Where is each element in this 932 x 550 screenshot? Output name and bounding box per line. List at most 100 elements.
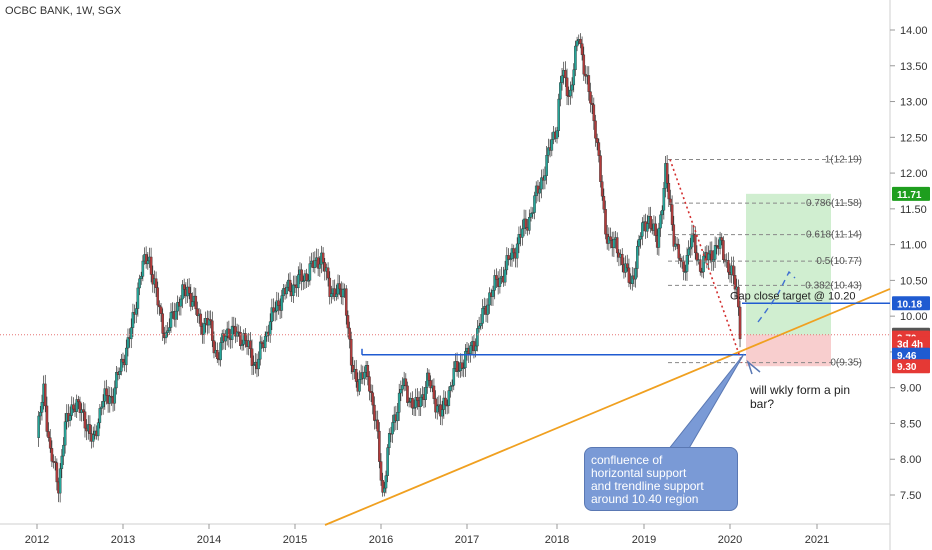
price-tag-bg	[892, 347, 930, 362]
candle-body	[702, 255, 705, 273]
candle-body	[43, 383, 47, 407]
candle-body	[373, 404, 376, 421]
candle-body	[515, 243, 519, 259]
candle-body	[37, 415, 40, 438]
candle-body	[569, 89, 572, 97]
candle-body	[667, 182, 671, 200]
candle-body	[491, 290, 495, 297]
price-tag: 10.18	[892, 296, 930, 311]
candle-body	[599, 155, 602, 182]
candle-body	[333, 288, 336, 297]
candle-body	[412, 407, 416, 409]
candle-body	[344, 288, 348, 316]
candle-body	[444, 397, 447, 406]
candle-body	[158, 304, 161, 308]
price-tag-bg	[892, 359, 930, 374]
y-tick-label: 13.00	[900, 97, 928, 109]
callout-line: around 10.40 region	[591, 492, 699, 506]
candle-body	[524, 218, 528, 228]
candle-body	[209, 319, 212, 322]
candle-body	[326, 267, 330, 279]
candle-body	[174, 310, 178, 320]
y-tick-label: 11.50	[900, 204, 927, 216]
fib-level-label: 0(9.35)	[830, 358, 862, 369]
pin-bar-annotation-line: bar?	[750, 397, 774, 411]
candle-body	[207, 319, 211, 326]
candle-body	[615, 237, 619, 254]
candle-body	[212, 340, 216, 354]
candle-body	[474, 345, 477, 352]
x-tick-label: 2015	[283, 534, 307, 546]
candle-body	[53, 461, 57, 463]
candle-body	[202, 323, 206, 335]
candle-body	[565, 77, 569, 96]
candle-body	[627, 267, 631, 283]
candle-body	[419, 396, 422, 407]
candle-body	[292, 284, 295, 296]
candle-body	[449, 386, 452, 391]
candle-body	[718, 237, 722, 249]
candle-body	[427, 372, 431, 381]
candle-body	[39, 412, 42, 417]
candle-body	[479, 323, 483, 327]
candle-body	[354, 369, 358, 382]
fib-level-label: 1(12.19)	[825, 154, 862, 165]
candle-body	[687, 248, 690, 256]
candle-body	[179, 298, 183, 307]
gap-target-annotation: Gap close target @ 10.20	[730, 290, 856, 302]
candle-body	[543, 175, 547, 181]
candle-body	[469, 345, 472, 354]
candle-body	[335, 293, 338, 297]
candle-body	[684, 271, 687, 273]
candle-body	[98, 408, 102, 423]
candle-body	[50, 448, 54, 462]
candle-body	[564, 70, 567, 79]
candle-body	[559, 82, 562, 100]
candle-body	[181, 284, 184, 300]
candle-body	[235, 331, 239, 337]
candle-body	[557, 98, 560, 132]
candle-body	[384, 475, 388, 489]
candle-body	[411, 398, 414, 409]
candle-body	[521, 228, 524, 238]
candle-body	[510, 248, 514, 260]
candle-body	[460, 362, 464, 369]
candle-body	[219, 342, 222, 361]
candle-body	[715, 245, 719, 247]
candle-body	[738, 306, 742, 340]
candle-body	[368, 376, 371, 392]
candle-body	[727, 260, 730, 273]
candle-body	[670, 204, 674, 225]
candle-body	[230, 325, 234, 340]
candle-body	[570, 84, 574, 91]
candle-body	[452, 368, 456, 386]
candle-body	[582, 54, 586, 75]
candle-body	[211, 320, 214, 341]
candle-body	[126, 337, 130, 349]
price-tag-bg	[892, 296, 930, 311]
candle-body	[376, 419, 379, 432]
candle-body	[308, 263, 312, 281]
candle-body	[305, 273, 308, 281]
candle-body	[435, 405, 439, 413]
candle-body	[189, 293, 193, 307]
candle-body	[698, 259, 702, 272]
candle-body	[587, 75, 591, 92]
candle-body	[391, 422, 394, 435]
candle-body	[378, 430, 381, 462]
candle-body	[161, 313, 164, 334]
candle-body	[88, 424, 92, 434]
candle-body	[55, 462, 59, 483]
candle-body	[366, 365, 370, 378]
candle-body	[45, 405, 49, 432]
price-tag: 11.71	[892, 186, 930, 201]
candle-body	[268, 321, 272, 336]
candle-body	[574, 45, 577, 71]
callout-line: horizontal support	[591, 466, 687, 480]
price-tag-label: 10.18	[897, 299, 922, 310]
candle-body	[397, 392, 401, 413]
y-tick-label: 8.50	[900, 418, 921, 430]
fib-level-label: 0.382(10.43)	[805, 280, 862, 291]
candle-body	[280, 295, 284, 311]
